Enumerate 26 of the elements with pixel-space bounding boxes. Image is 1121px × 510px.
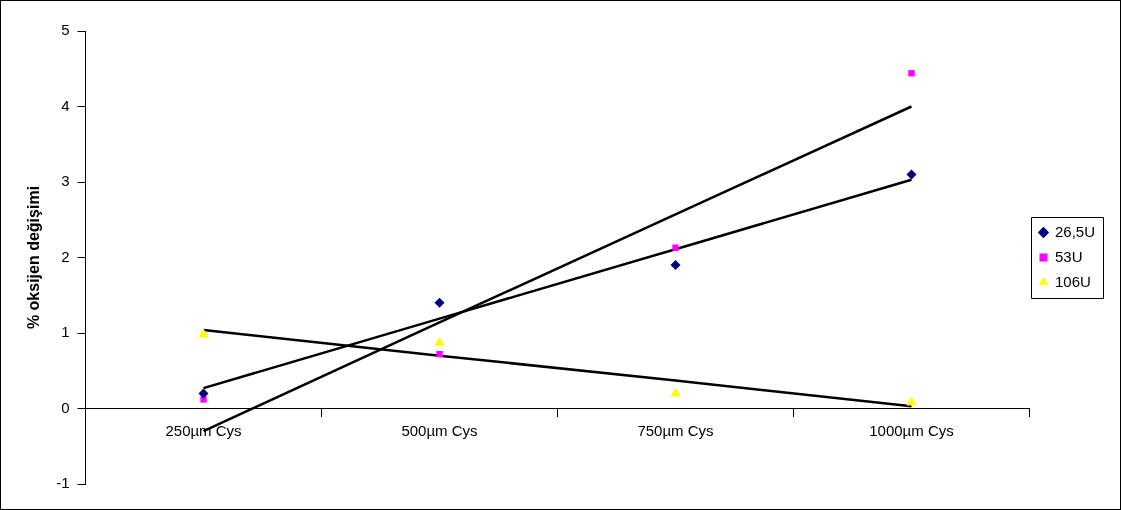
y-axis-title: % oksijen değişimi [25,185,43,330]
legend-label: 26,5U [1054,222,1095,240]
x-tick-label: 250µm Cys [165,421,242,439]
y-tick-label: 5 [61,21,70,39]
point [436,350,443,358]
point [670,387,681,397]
y-tick-label: 4 [61,96,70,114]
point [200,396,207,403]
point [434,297,445,308]
point [434,336,445,346]
point [672,244,679,251]
x-tick-label: 1000µm Cys [869,421,954,439]
point [670,260,681,271]
point [198,388,209,399]
y-tick-label: 1 [61,323,70,341]
y-tick-label: 3 [61,172,70,190]
point [906,169,917,180]
legend-label: 53U [1054,247,1083,265]
y-tick-label: 0 [61,398,70,416]
x-tick-label: 500µm Cys [401,421,478,439]
point [908,70,915,77]
y-tick-label: -1 [56,474,70,492]
x-tick-label: 750µm Cys [637,421,714,439]
legend-label: 106U [1054,272,1091,290]
y-tick-label: 2 [61,247,70,265]
point [198,328,209,338]
